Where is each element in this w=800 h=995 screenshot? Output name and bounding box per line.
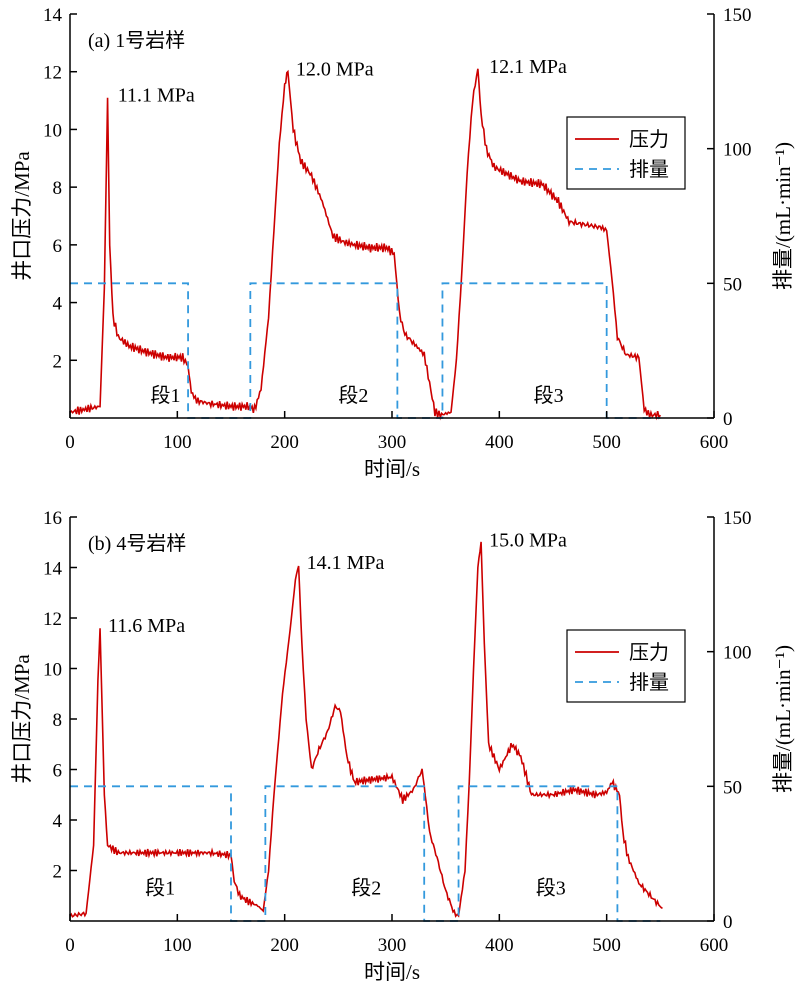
y-tick-label: 4	[53, 294, 63, 315]
y2-axis-label: 排量/(mL·min⁻¹)	[771, 645, 795, 793]
y-tick-label: 8	[53, 178, 63, 199]
peak-annotation: 12.1 MPa	[489, 56, 567, 78]
y-tick-label: 14	[43, 5, 63, 26]
x-tick-label: 500	[592, 432, 621, 453]
x-tick-label: 500	[592, 935, 621, 956]
x-axis-label: 时间/s	[364, 457, 420, 481]
y2-tick-label: 50	[723, 777, 742, 798]
y2-tick-label: 150	[723, 5, 752, 26]
x-tick-label: 600	[700, 432, 729, 453]
y2-tick-label: 0	[723, 912, 733, 933]
x-tick-label: 200	[270, 432, 299, 453]
y-tick-label: 4	[53, 811, 63, 832]
legend-box	[566, 116, 686, 190]
stage-label: 段3	[534, 384, 564, 407]
peak-annotation: 15.0 MPa	[489, 529, 567, 551]
legend-label: 排量	[629, 671, 669, 694]
x-tick-label: 400	[485, 935, 514, 956]
panel-title: (a) 1号岩样	[88, 29, 185, 52]
y2-tick-label: 100	[723, 643, 752, 664]
series-pressure-line	[69, 68, 662, 421]
y-tick-label: 10	[43, 660, 62, 681]
x-axis-label: 时间/s	[364, 960, 420, 984]
legend-box	[566, 629, 686, 703]
y-tick-label: 8	[53, 710, 63, 731]
y-tick-label: 10	[43, 120, 62, 141]
y-tick-label: 6	[53, 236, 63, 257]
y-tick-label: 16	[43, 508, 62, 529]
stage-label: 段1	[145, 876, 175, 899]
x-tick-label: 100	[163, 935, 192, 956]
x-tick-label: 200	[270, 935, 299, 956]
series-pressure-line	[69, 541, 663, 918]
stage-label: 段1	[151, 384, 181, 407]
y-tick-label: 2	[53, 351, 63, 372]
peak-annotation: 11.1 MPa	[118, 85, 195, 107]
series-flow-line	[70, 282, 661, 419]
x-tick-label: 400	[485, 432, 514, 453]
stage-label: 段3	[536, 876, 566, 899]
panel-b: 0 100 200 300 400 500 600 2 4 6 8 10 12 14 16 0 50 100 150…	[10, 508, 795, 984]
x-tick-label: 0	[65, 432, 75, 453]
y-tick-label: 6	[53, 761, 63, 782]
y2-tick-label: 150	[723, 508, 752, 529]
y-tick-label: 12	[43, 609, 62, 630]
y2-tick-label: 0	[723, 409, 733, 430]
legend-label: 排量	[629, 158, 669, 181]
y-axis-label: 井口压力/MPa	[10, 151, 34, 281]
peak-annotation: 11.6 MPa	[108, 615, 185, 637]
x-tick-label: 300	[378, 935, 407, 956]
y-tick-label: 12	[43, 63, 62, 84]
stage-label: 段2	[338, 384, 368, 407]
x-tick-label: 300	[378, 432, 407, 453]
y-tick-label: 14	[43, 559, 63, 580]
x-tick-label: 0	[65, 935, 75, 956]
legend-label: 压力	[629, 641, 669, 664]
x-tick-label: 600	[700, 935, 729, 956]
y2-tick-label: 100	[723, 140, 752, 161]
x-tick-label: 100	[163, 432, 192, 453]
stage-label: 段2	[351, 876, 381, 899]
peak-annotation: 12.0 MPa	[296, 59, 374, 81]
peak-annotation: 14.1 MPa	[307, 552, 385, 574]
legend-label: 压力	[629, 128, 669, 151]
y2-tick-label: 50	[723, 274, 742, 295]
series-flow-line	[70, 785, 661, 922]
y-axis-label: 井口压力/MPa	[10, 654, 34, 784]
panel-a: 0 100 200 300 400 500 600 2 4 6 8 10 12 14 0 50 100 150 时间…	[10, 5, 795, 481]
y-tick-label: 2	[53, 862, 63, 883]
panel-title: (b) 4号岩样	[88, 532, 186, 555]
y2-axis-label: 排量/(mL·min⁻¹)	[771, 142, 795, 290]
